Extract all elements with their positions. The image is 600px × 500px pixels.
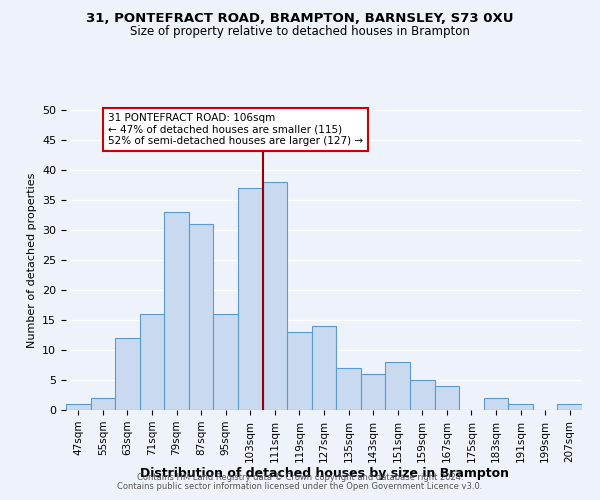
Bar bbox=[434, 386, 459, 410]
Text: 31, PONTEFRACT ROAD, BRAMPTON, BARNSLEY, S73 0XU: 31, PONTEFRACT ROAD, BRAMPTON, BARNSLEY,… bbox=[86, 12, 514, 26]
Bar bbox=[115, 338, 140, 410]
Bar bbox=[508, 404, 533, 410]
Bar bbox=[557, 404, 582, 410]
Y-axis label: Number of detached properties: Number of detached properties bbox=[26, 172, 37, 348]
Bar bbox=[238, 188, 263, 410]
Bar bbox=[263, 182, 287, 410]
Bar bbox=[66, 404, 91, 410]
Text: Contains public sector information licensed under the Open Government Licence v3: Contains public sector information licen… bbox=[118, 482, 482, 491]
X-axis label: Distribution of detached houses by size in Brampton: Distribution of detached houses by size … bbox=[139, 468, 509, 480]
Bar bbox=[312, 326, 336, 410]
Bar bbox=[91, 398, 115, 410]
Bar bbox=[361, 374, 385, 410]
Bar bbox=[140, 314, 164, 410]
Bar bbox=[164, 212, 189, 410]
Bar bbox=[287, 332, 312, 410]
Text: 31 PONTEFRACT ROAD: 106sqm
← 47% of detached houses are smaller (115)
52% of sem: 31 PONTEFRACT ROAD: 106sqm ← 47% of deta… bbox=[108, 113, 363, 146]
Bar bbox=[385, 362, 410, 410]
Bar bbox=[189, 224, 214, 410]
Bar bbox=[484, 398, 508, 410]
Bar bbox=[410, 380, 434, 410]
Text: Contains HM Land Registry data © Crown copyright and database right 2024.: Contains HM Land Registry data © Crown c… bbox=[137, 474, 463, 482]
Bar bbox=[214, 314, 238, 410]
Bar bbox=[336, 368, 361, 410]
Text: Size of property relative to detached houses in Brampton: Size of property relative to detached ho… bbox=[130, 25, 470, 38]
